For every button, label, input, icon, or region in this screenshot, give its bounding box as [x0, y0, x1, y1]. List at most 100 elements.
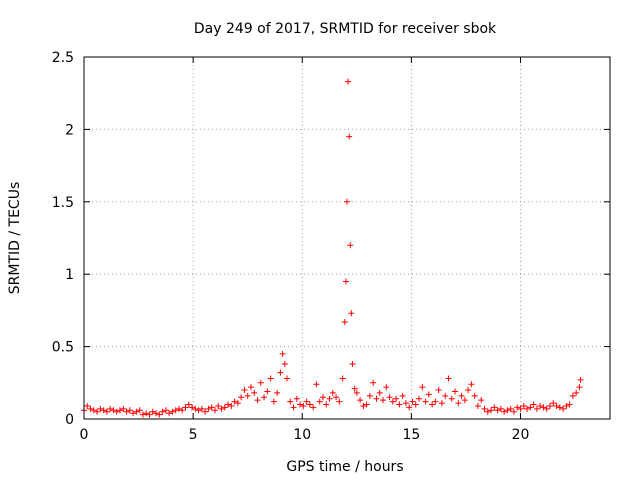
data-point	[497, 405, 504, 412]
data-point	[346, 133, 353, 140]
y-axis: 0 0.5 1 1.5 2 2.5	[52, 50, 610, 428]
data-point	[182, 404, 189, 411]
data-point	[202, 408, 209, 415]
data-point	[409, 398, 416, 405]
data-point	[389, 398, 396, 405]
data-point	[576, 384, 583, 391]
data-point	[241, 387, 248, 394]
data-point	[339, 375, 346, 382]
data-point	[94, 408, 101, 415]
data-point	[97, 405, 104, 412]
data-point	[293, 395, 300, 402]
data-point	[300, 402, 307, 409]
data-point	[281, 360, 288, 367]
data-point	[113, 408, 120, 415]
data-point	[251, 389, 258, 396]
data-point	[179, 407, 186, 414]
data-point	[520, 402, 527, 409]
data-point	[530, 401, 537, 408]
data-point	[445, 375, 452, 382]
data-point	[143, 410, 150, 417]
data-point	[484, 408, 491, 415]
data-point	[432, 398, 439, 405]
data-point	[247, 384, 254, 391]
data-point	[139, 411, 146, 418]
data-point	[550, 400, 557, 407]
data-point	[117, 407, 124, 414]
data-point	[370, 379, 377, 386]
data-points	[81, 78, 584, 418]
data-point	[386, 394, 393, 401]
data-point	[452, 388, 459, 395]
data-point	[326, 395, 333, 402]
data-point	[491, 404, 498, 411]
data-point	[438, 400, 445, 407]
data-point	[527, 404, 534, 411]
data-point	[504, 407, 511, 414]
data-point	[231, 398, 238, 405]
data-point	[319, 394, 326, 401]
data-point	[393, 395, 400, 402]
data-point	[540, 404, 547, 411]
data-point	[422, 398, 429, 405]
data-point	[366, 392, 373, 399]
data-point	[341, 318, 348, 325]
data-point	[103, 408, 110, 415]
y-tick-label: 2.5	[52, 50, 74, 66]
data-point	[383, 384, 390, 391]
data-point	[348, 310, 355, 317]
data-point	[396, 401, 403, 408]
data-point	[159, 408, 166, 415]
y-tick-label: 1.5	[52, 195, 74, 211]
data-point	[357, 397, 364, 404]
data-point	[257, 379, 264, 386]
data-point	[195, 407, 202, 414]
x-tick-label: 15	[402, 427, 420, 443]
data-point	[87, 405, 94, 412]
data-point	[380, 397, 387, 404]
data-point	[494, 407, 501, 414]
x-axis-label: GPS time / hours	[286, 459, 403, 475]
data-point	[310, 404, 317, 411]
data-point	[514, 404, 521, 411]
data-point	[471, 392, 478, 399]
data-point	[373, 395, 380, 402]
data-point	[465, 387, 472, 394]
data-point	[507, 405, 514, 412]
data-point	[577, 376, 584, 383]
y-tick-label: 2	[65, 122, 74, 138]
data-point	[277, 369, 284, 376]
data-point	[110, 407, 117, 414]
data-point	[353, 389, 360, 396]
y-tick-label: 1	[65, 267, 74, 283]
data-point	[290, 404, 297, 411]
data-point	[342, 278, 349, 285]
data-point	[270, 398, 277, 405]
data-point	[553, 402, 560, 409]
data-point	[316, 398, 323, 405]
data-point	[481, 405, 488, 412]
data-point	[215, 402, 222, 409]
data-point	[205, 405, 212, 412]
x-axis: 0 5 10 15 20	[80, 57, 529, 443]
data-point	[279, 350, 286, 357]
data-point	[478, 397, 485, 404]
data-point	[344, 198, 350, 205]
data-point	[169, 408, 176, 415]
chart-title: Day 249 of 2017, SRMTID for receiver sbo…	[194, 21, 497, 37]
data-point	[524, 405, 531, 412]
data-point	[313, 381, 320, 388]
data-point	[238, 394, 245, 401]
data-point	[429, 401, 436, 408]
data-point	[297, 401, 304, 408]
data-point	[347, 242, 354, 249]
x-tick-label: 0	[80, 427, 89, 443]
data-point	[254, 397, 261, 404]
data-point	[442, 392, 449, 399]
data-point	[517, 405, 524, 412]
data-point	[175, 405, 182, 412]
data-point	[146, 411, 153, 418]
data-point	[274, 389, 281, 396]
y-axis-label: SRMTID / TECUs	[7, 182, 23, 295]
data-point	[267, 375, 274, 382]
